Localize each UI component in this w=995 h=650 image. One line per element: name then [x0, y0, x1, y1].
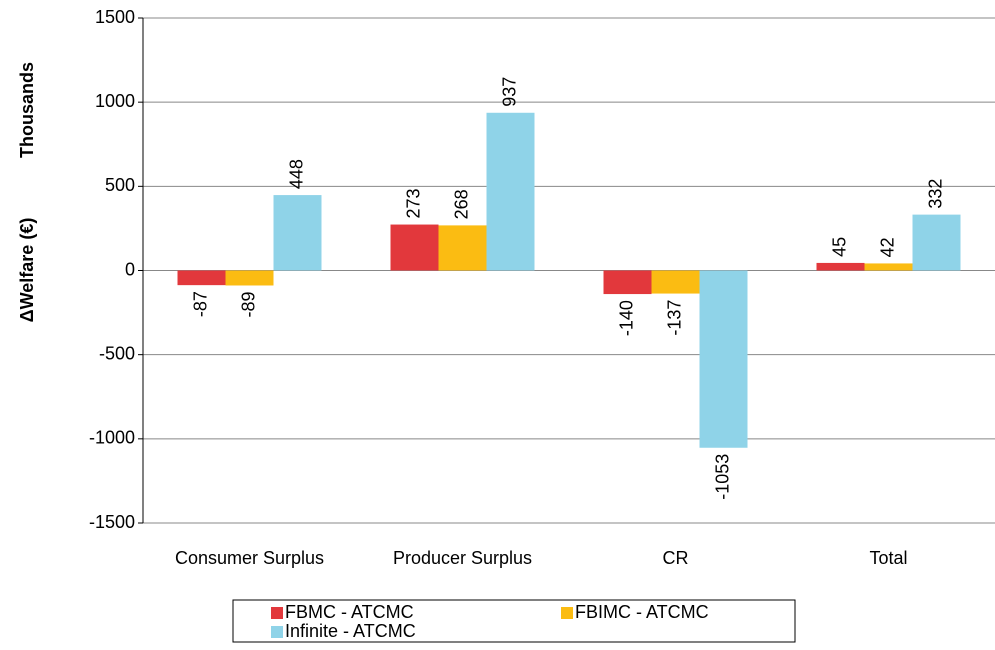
value-label: 448: [286, 159, 306, 189]
bar: [486, 112, 535, 271]
bar: [864, 263, 913, 271]
bar: [603, 270, 652, 295]
x-tick-label: CR: [663, 548, 689, 568]
x-tick-label: Producer Surplus: [393, 548, 532, 568]
legend-label: FBMC - ATCMC: [285, 602, 414, 622]
legend-label: FBIMC - ATCMC: [575, 602, 709, 622]
y-tick-label: 500: [105, 175, 135, 195]
x-tick-label: Consumer Surplus: [175, 548, 324, 568]
x-tick-label: Total: [869, 548, 907, 568]
legend-label: Infinite - ATCMC: [285, 621, 416, 641]
y-axis-unit: Thousands: [17, 62, 37, 158]
value-label: 42: [877, 237, 897, 257]
legend-box: [232, 599, 796, 643]
bar: [816, 262, 865, 271]
bar: [225, 270, 274, 286]
y-tick-label: 1500: [95, 7, 135, 27]
legend-swatch: [561, 607, 573, 619]
bar: [438, 225, 487, 271]
bar: [390, 224, 439, 271]
y-tick-label: 1000: [95, 91, 135, 111]
legend-swatch: [271, 607, 283, 619]
legend-swatch: [271, 626, 283, 638]
value-label: 332: [925, 179, 945, 209]
value-label: -1053: [712, 454, 732, 500]
y-tick-label: 0: [125, 259, 135, 279]
value-label: 268: [451, 189, 471, 219]
bar: [699, 270, 748, 448]
y-axis-title: ΔWelfare (€): [17, 218, 37, 323]
bar: [651, 270, 700, 294]
value-label: 45: [829, 237, 849, 257]
value-label: -137: [664, 300, 684, 336]
value-label: 273: [403, 188, 423, 218]
bar: [177, 270, 226, 286]
y-tick-label: -1000: [89, 428, 135, 448]
value-label: -87: [190, 291, 210, 317]
bar: [912, 214, 961, 271]
y-tick-label: -1500: [89, 512, 135, 532]
bar: [273, 195, 322, 271]
value-label: -89: [238, 291, 258, 317]
value-label: 937: [499, 77, 519, 107]
value-label: -140: [616, 300, 636, 336]
y-tick-label: -500: [99, 343, 135, 363]
